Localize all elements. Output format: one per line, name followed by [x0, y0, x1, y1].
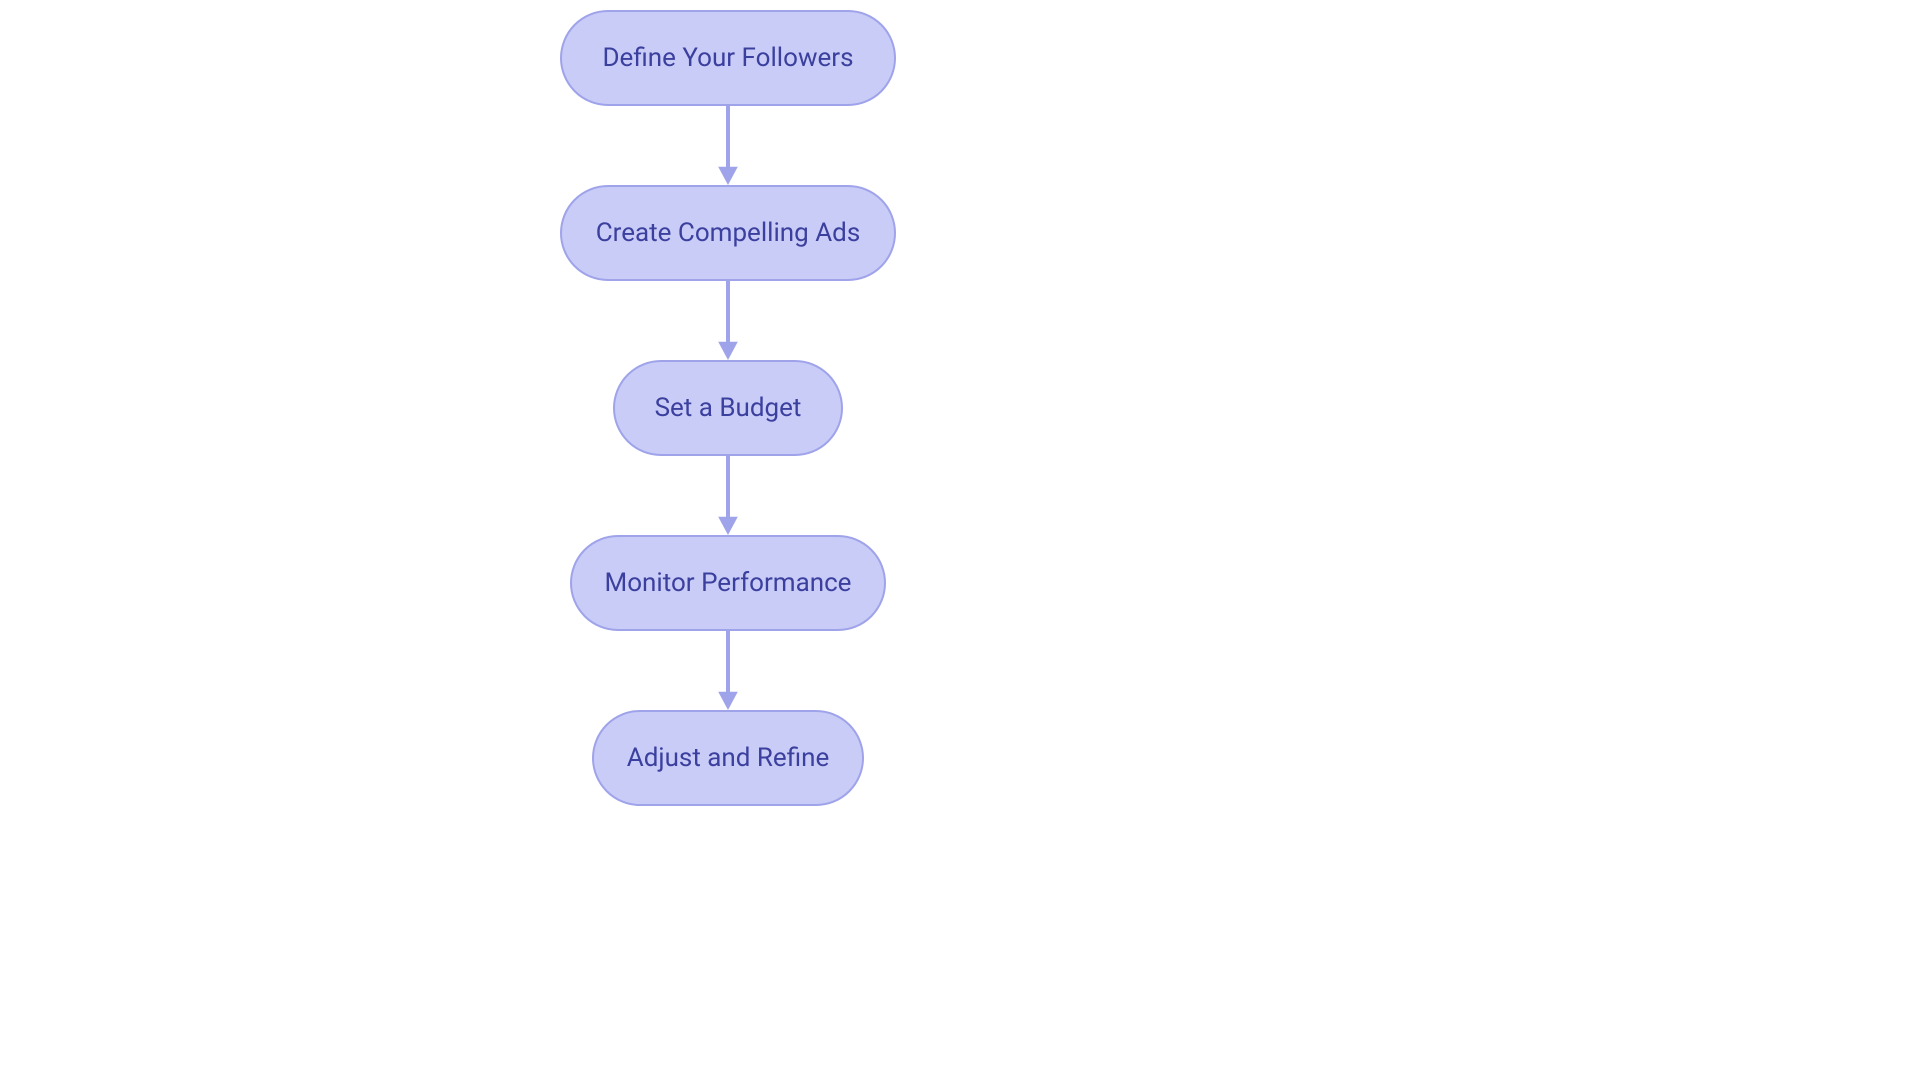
flow-node-n5: Adjust and Refine: [592, 710, 864, 806]
flow-node-n1: Define Your Followers: [560, 10, 896, 106]
flow-node-n2: Create Compelling Ads: [560, 185, 896, 281]
flow-node-label: Create Compelling Ads: [596, 218, 861, 248]
flow-arrow-n4-n5: [710, 631, 746, 710]
flow-arrow-n1-n2: [710, 106, 746, 185]
flow-arrow-n3-n4: [710, 456, 746, 535]
flow-node-n3: Set a Budget: [613, 360, 843, 456]
flow-node-label: Define Your Followers: [602, 43, 853, 73]
flow-node-label: Adjust and Refine: [627, 743, 830, 773]
flow-node-n4: Monitor Performance: [570, 535, 886, 631]
flowchart-canvas: Define Your Followers Create Compelling A…: [0, 0, 1920, 1083]
flow-arrow-n2-n3: [710, 281, 746, 360]
flow-node-label: Monitor Performance: [605, 568, 852, 598]
flow-node-label: Set a Budget: [655, 393, 802, 423]
